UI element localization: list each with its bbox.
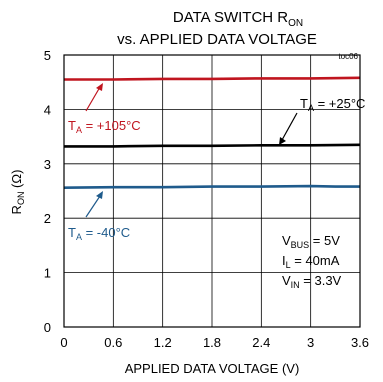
x-tick-label: 2.4 [252, 335, 270, 350]
y-tick-label: 4 [44, 102, 51, 117]
label-neg40c: TA = -40°C [68, 225, 130, 242]
grid [64, 55, 360, 327]
x-axis-label: APPLIED DATA VOLTAGE (V) [125, 361, 300, 376]
annotation-25c: TA = +25°C [279, 96, 365, 145]
label-25c: TA = +25°C [300, 96, 365, 113]
condition-il: IL = 40mA [282, 253, 340, 270]
y-tick-label: 0 [44, 320, 51, 335]
y-tick-label: 3 [44, 157, 51, 172]
condition-vin: VIN = 3.3V [282, 273, 342, 290]
series-line-2 [63, 184, 360, 189]
arrow-neg40c [85, 195, 101, 218]
arrowhead-105c [96, 83, 103, 91]
x-tick-label: 0 [60, 335, 67, 350]
plot-frame [63, 54, 361, 328]
condition-vbus: VBUS = 5V [282, 233, 340, 250]
label-105c: TA = +105°C [68, 118, 141, 135]
arrowhead-neg40c [96, 191, 103, 199]
arrow-25c [281, 112, 298, 141]
series-line-1 [64, 143, 361, 148]
series-lines [63, 76, 361, 189]
tick-labels: 0 0.6 1.2 1.8 2.4 3 3.6 0 1 2 3 4 5 [44, 48, 369, 350]
x-tick-label: 3.6 [351, 335, 369, 350]
annotation-105c: TA = +105°C [68, 83, 141, 135]
arrow-105c [85, 86, 101, 112]
x-tick-label: 1.2 [154, 335, 172, 350]
annotation-neg40c: TA = -40°C [68, 191, 130, 242]
x-tick-label: 0.6 [104, 335, 122, 350]
arrowhead-25c [279, 137, 286, 145]
y-tick-label: 5 [44, 48, 51, 63]
y-tick-label: 2 [44, 211, 51, 226]
conditions: VBUS = 5V IL = 40mA VIN = 3.3V [282, 233, 342, 290]
chart-tag: toc06 [338, 52, 358, 61]
chart-subtitle: vs. APPLIED DATA VOLTAGE [117, 31, 317, 48]
series-line-0 [64, 76, 361, 81]
x-tick-label: 1.8 [203, 335, 221, 350]
x-tick-label: 3 [307, 335, 314, 350]
y-axis-label: RON (Ω) [9, 170, 26, 215]
y-tick-label: 1 [44, 266, 51, 281]
chart-title: DATA SWITCH RON [173, 9, 303, 29]
